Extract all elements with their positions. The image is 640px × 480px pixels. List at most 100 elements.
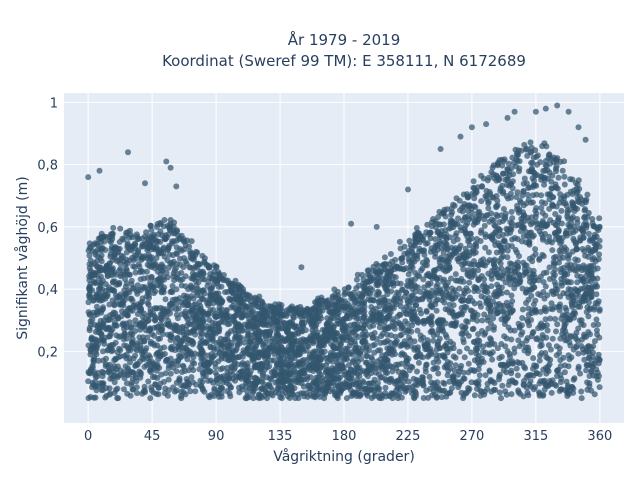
data-point <box>583 333 590 340</box>
data-point <box>514 189 521 196</box>
data-point <box>122 290 129 297</box>
data-point <box>102 363 109 369</box>
data-point <box>167 333 174 340</box>
data-point <box>583 196 590 203</box>
data-point <box>247 294 254 301</box>
data-point <box>505 160 512 167</box>
data-point <box>398 325 405 332</box>
data-point <box>513 365 520 372</box>
data-point <box>479 317 486 324</box>
data-point <box>586 380 593 387</box>
data-point <box>502 279 509 286</box>
data-point <box>365 361 372 368</box>
data-point <box>414 272 421 279</box>
data-point <box>547 305 554 312</box>
data-point <box>540 289 547 295</box>
data-point <box>585 230 592 237</box>
data-point <box>132 362 139 369</box>
data-point <box>275 332 282 339</box>
data-point <box>300 336 306 343</box>
data-point <box>553 184 560 191</box>
data-point <box>406 334 413 341</box>
data-point <box>122 283 129 290</box>
data-point <box>396 238 403 245</box>
data-point <box>488 210 495 217</box>
data-point <box>503 225 510 232</box>
data-point <box>462 259 468 266</box>
data-point <box>438 254 445 261</box>
data-point <box>388 375 395 382</box>
data-point <box>514 263 521 270</box>
data-point <box>581 248 588 255</box>
data-point <box>269 335 276 342</box>
data-point <box>557 240 564 247</box>
data-point <box>452 277 459 284</box>
data-point <box>180 363 187 370</box>
data-point <box>506 305 513 311</box>
data-point <box>175 343 182 350</box>
data-point <box>596 215 603 222</box>
data-point <box>557 379 564 386</box>
data-point <box>488 336 494 343</box>
data-point <box>100 348 106 355</box>
data-point <box>544 167 551 174</box>
data-point <box>108 348 115 355</box>
data-point <box>136 368 143 375</box>
data-point <box>287 371 294 378</box>
data-point <box>553 328 559 335</box>
data-point <box>382 339 389 346</box>
data-point <box>487 308 494 315</box>
data-point <box>227 384 234 391</box>
data-point <box>529 258 536 265</box>
data-point <box>442 227 449 234</box>
data-point <box>132 352 139 359</box>
data-point <box>476 372 483 379</box>
data-point <box>532 213 539 220</box>
data-point <box>545 155 552 162</box>
data-point <box>473 236 480 242</box>
data-point <box>509 236 516 243</box>
data-point <box>460 266 467 273</box>
data-point <box>496 227 503 234</box>
data-point <box>440 317 447 324</box>
data-point <box>463 285 470 292</box>
data-point <box>288 384 295 391</box>
data-point <box>127 359 133 366</box>
data-point <box>143 268 150 275</box>
data-point <box>382 297 388 304</box>
data-point <box>474 385 480 392</box>
data-point <box>438 245 445 252</box>
data-point <box>409 286 416 292</box>
data-point <box>534 161 541 168</box>
data-point <box>541 177 548 184</box>
data-point <box>203 338 210 345</box>
data-point <box>595 321 602 328</box>
data-point <box>561 181 568 188</box>
data-point <box>99 373 106 380</box>
data-point <box>585 329 592 335</box>
data-point <box>381 254 388 261</box>
data-point <box>493 203 500 210</box>
data-point <box>520 180 527 187</box>
data-point <box>169 283 176 289</box>
data-point <box>335 384 342 391</box>
data-point <box>329 293 336 300</box>
data-point <box>86 252 93 259</box>
data-point <box>558 207 565 214</box>
data-point <box>114 313 121 320</box>
data-point <box>465 369 472 376</box>
data-point <box>435 265 442 272</box>
data-point <box>162 236 169 242</box>
data-point <box>87 244 94 250</box>
data-point <box>496 389 503 396</box>
data-point <box>470 184 477 191</box>
data-point <box>524 389 531 396</box>
data-point <box>328 335 335 341</box>
data-point <box>111 357 118 364</box>
data-point <box>593 316 600 323</box>
data-point <box>561 173 568 180</box>
data-point <box>270 368 277 375</box>
data-point <box>583 344 590 351</box>
data-point <box>487 320 494 327</box>
data-point <box>495 274 502 281</box>
